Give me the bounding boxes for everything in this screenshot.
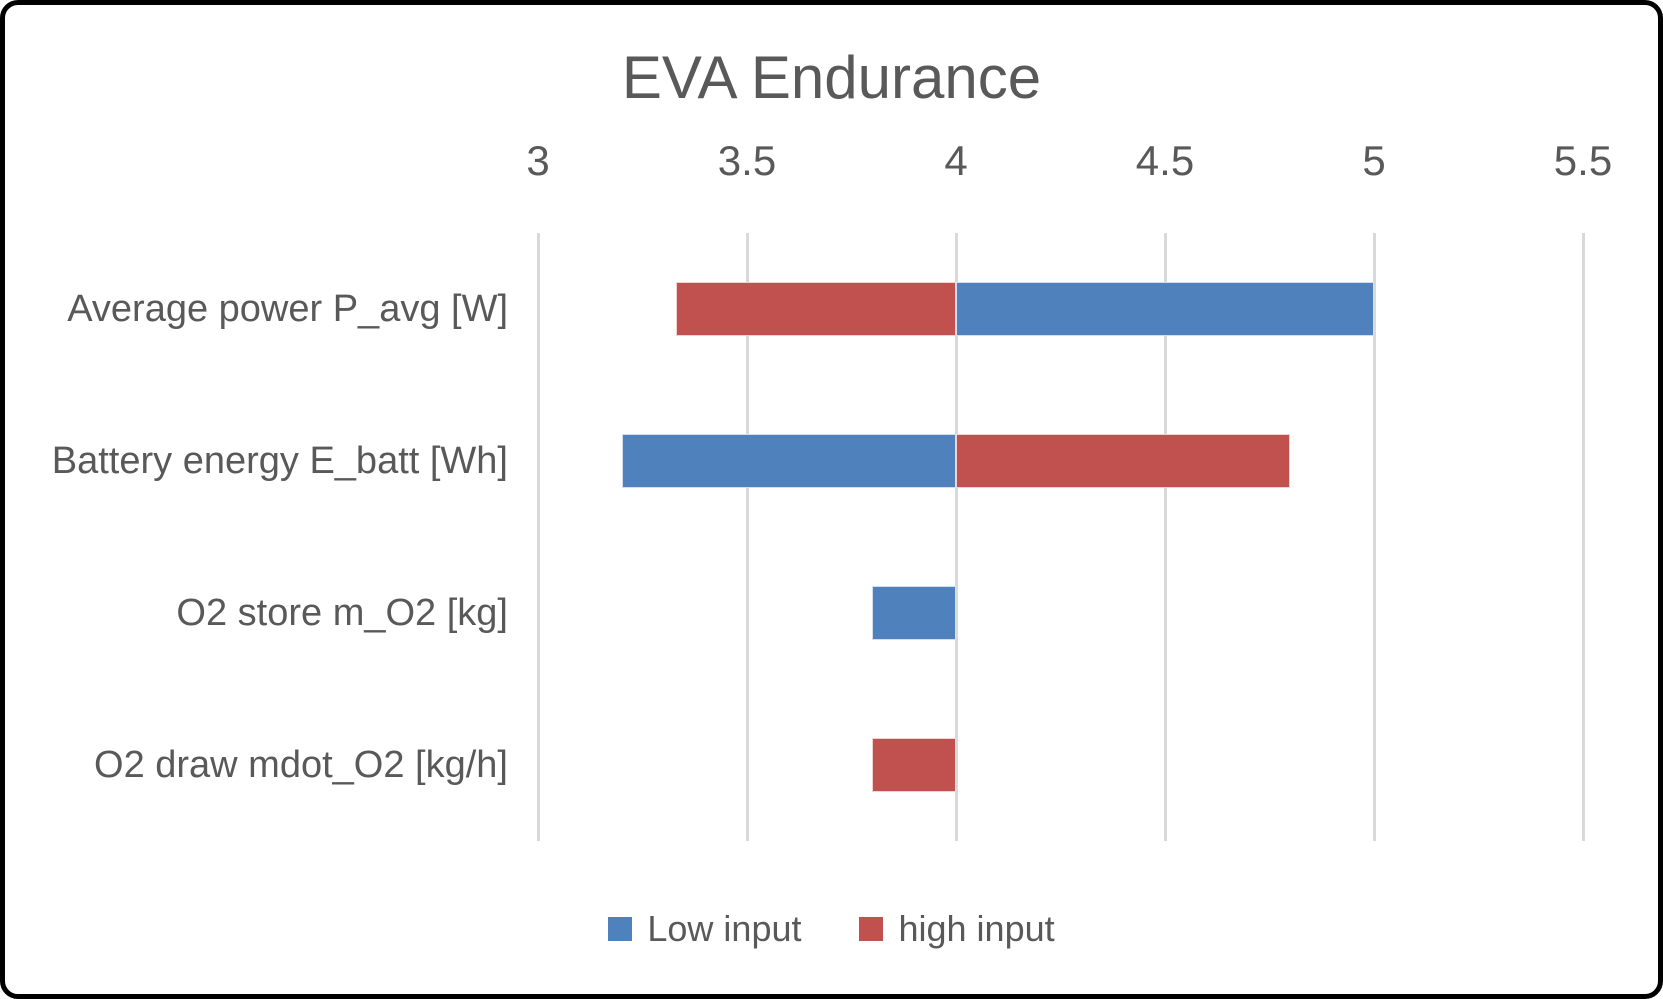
legend-label: Low input	[647, 908, 802, 949]
bar-low-input	[872, 586, 956, 640]
gridline-x-3	[536, 233, 540, 841]
category-label: O2 draw mdot_O2 [kg/h]	[94, 743, 508, 786]
legend-item-high-input: high input	[859, 908, 1055, 950]
legend: Low input high input	[5, 903, 1658, 955]
bar-low-input	[956, 282, 1374, 336]
x-axis-tick-label: 5	[1362, 137, 1386, 184]
legend-item-low-input: Low input	[608, 908, 801, 950]
bar-high-input	[956, 434, 1291, 488]
bar-high-input	[872, 738, 956, 792]
x-axis-tick-label: 5.5	[1553, 137, 1613, 184]
gridline-x-4	[954, 233, 958, 841]
gridline-x-5	[1372, 233, 1376, 841]
x-axis-tick-label: 3	[526, 137, 550, 184]
x-axis-tick-label: 4	[944, 137, 968, 184]
gridline-x-5.5	[1581, 233, 1585, 841]
category-label: Battery energy E_batt [Wh]	[51, 439, 508, 482]
category-axis-labels: Average power P_avg [W] Battery energy E_…	[35, 233, 508, 841]
category-label: O2 store m_O2 [kg]	[176, 591, 508, 634]
bar-low-input	[621, 434, 956, 488]
gridline-x-4.5	[1163, 233, 1167, 841]
legend-swatch-icon	[859, 917, 884, 941]
legend-swatch-icon	[608, 917, 633, 941]
x-axis-tick-label: 4.5	[1135, 137, 1195, 184]
chart-title: EVA Endurance	[621, 44, 1042, 111]
gridline-x-3.5	[745, 233, 749, 841]
plot-area	[536, 233, 1585, 841]
legend-label: high input	[898, 908, 1055, 949]
category-label: Average power P_avg [W]	[67, 287, 508, 330]
x-axis-tick-labels: 3 3.5 4 4.5 5 5.5	[526, 137, 1612, 189]
bar-high-input	[675, 282, 956, 336]
x-axis-tick-label: 3.5	[717, 137, 777, 184]
